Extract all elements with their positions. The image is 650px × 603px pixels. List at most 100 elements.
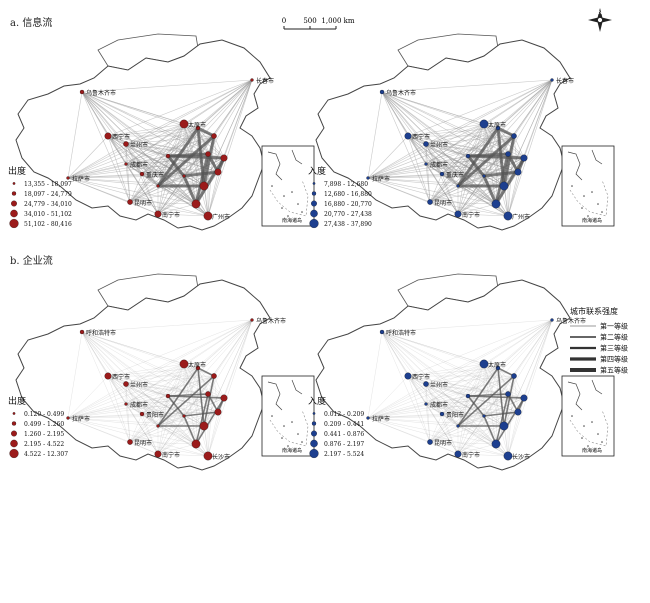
flow-line bbox=[507, 79, 553, 155]
strength-legend-item: 第一等级 bbox=[600, 322, 628, 331]
city-node bbox=[479, 359, 489, 369]
node-legend-item: 4.522 - 12.307 bbox=[24, 451, 68, 458]
flow-line-strong bbox=[466, 155, 486, 177]
flow-line bbox=[441, 127, 499, 175]
flow-line bbox=[425, 383, 469, 397]
city-node bbox=[424, 402, 428, 406]
flow-line bbox=[381, 331, 499, 369]
flow-line bbox=[457, 203, 497, 215]
city-node bbox=[156, 424, 160, 428]
flow-line bbox=[129, 363, 185, 443]
flow-line-strong bbox=[194, 153, 210, 205]
flow-line bbox=[197, 319, 253, 369]
city-node bbox=[104, 132, 112, 140]
flow-line bbox=[183, 397, 225, 417]
flow-line bbox=[81, 331, 143, 415]
flow-line-strong bbox=[483, 415, 497, 445]
city-node bbox=[491, 439, 501, 449]
flow-line bbox=[513, 135, 519, 173]
flow-line bbox=[381, 331, 485, 417]
flow-line bbox=[381, 331, 515, 377]
city-node bbox=[205, 151, 211, 157]
flow-line bbox=[381, 331, 459, 455]
city-label: 长春市 bbox=[256, 77, 274, 85]
flow-line bbox=[167, 395, 205, 427]
flow-line bbox=[407, 79, 553, 137]
flow-line bbox=[125, 383, 159, 427]
flow-line bbox=[81, 331, 215, 377]
flow-line bbox=[207, 171, 219, 217]
flow-line bbox=[407, 127, 499, 137]
city-label: 贵阳市 bbox=[446, 411, 464, 419]
flow-line bbox=[367, 155, 469, 179]
flow-line bbox=[367, 157, 525, 179]
flow-line bbox=[425, 143, 469, 157]
city-label: 拉萨市 bbox=[372, 415, 390, 423]
flow-line bbox=[457, 153, 509, 187]
flow-line-strong bbox=[497, 367, 515, 377]
city-label: 昆明市 bbox=[134, 199, 152, 207]
city-node bbox=[465, 153, 471, 159]
flow-line bbox=[507, 171, 519, 217]
flow-line bbox=[67, 375, 109, 419]
flow-line bbox=[157, 367, 199, 455]
flow-line bbox=[467, 367, 499, 397]
flow-line bbox=[67, 135, 215, 179]
flow-line bbox=[141, 413, 159, 427]
flow-line bbox=[425, 123, 485, 145]
city-node bbox=[79, 329, 85, 335]
flow-line bbox=[467, 375, 515, 397]
flow-line bbox=[67, 79, 253, 179]
flow-line bbox=[129, 425, 159, 443]
flow-line bbox=[125, 319, 253, 405]
flow-line bbox=[141, 155, 169, 175]
city-node bbox=[165, 393, 171, 399]
flow-line bbox=[441, 397, 525, 415]
flow-line bbox=[425, 383, 497, 445]
flow-line bbox=[381, 331, 409, 377]
city-node bbox=[205, 391, 211, 397]
flow-line bbox=[67, 157, 225, 179]
flow-line bbox=[81, 331, 127, 385]
city-node bbox=[191, 439, 201, 449]
node-legend-symbol bbox=[311, 430, 317, 437]
flow-line bbox=[81, 331, 131, 443]
city-node bbox=[203, 451, 213, 461]
flow-line bbox=[483, 363, 497, 445]
flow-line bbox=[457, 213, 509, 217]
flow-line bbox=[81, 91, 205, 187]
city-label: 拉萨市 bbox=[72, 415, 90, 423]
city-node bbox=[139, 411, 145, 417]
flow-line bbox=[129, 173, 143, 203]
flow-line-strong bbox=[194, 157, 226, 205]
city-node bbox=[211, 133, 217, 139]
node-legend-symbol bbox=[311, 200, 317, 207]
city-label: 兰州市 bbox=[430, 141, 448, 149]
flow-line-strong bbox=[457, 134, 515, 188]
node-legend-item: 2.197 - 5.524 bbox=[324, 451, 364, 458]
flow-line-strong bbox=[483, 170, 519, 178]
flow-line bbox=[141, 413, 205, 427]
flow-line bbox=[183, 123, 197, 205]
flow-line bbox=[141, 367, 199, 415]
city-node bbox=[220, 394, 228, 402]
flow-line bbox=[483, 397, 525, 417]
city-node bbox=[520, 394, 528, 402]
node-legend-item: 12,680 - 16,880 bbox=[324, 191, 372, 198]
flow-line bbox=[129, 185, 159, 203]
node-legend-item: 51,102 - 80,416 bbox=[24, 221, 72, 228]
flow-line bbox=[507, 319, 553, 395]
flow-line bbox=[157, 203, 197, 215]
flow-line bbox=[67, 143, 127, 179]
flow-line bbox=[407, 375, 469, 397]
flow-line bbox=[183, 415, 209, 457]
flow-line bbox=[457, 153, 509, 215]
flow-line bbox=[407, 319, 553, 377]
flow-line bbox=[367, 413, 443, 419]
city-label: 成都市 bbox=[430, 161, 448, 169]
flow-line bbox=[425, 383, 459, 427]
flow-line bbox=[429, 393, 509, 443]
flow-line-strong bbox=[197, 126, 215, 138]
